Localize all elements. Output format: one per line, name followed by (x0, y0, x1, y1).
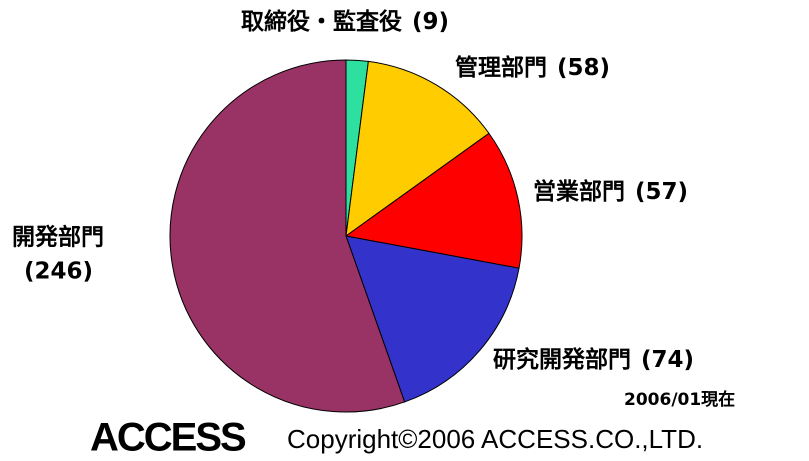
logo: ACCESS (90, 416, 246, 460)
pie-slice (169, 59, 406, 413)
category-name: 営業部門 (533, 178, 625, 205)
slice-label: 営業部門 (57) (533, 178, 688, 205)
slice-label: 取締役・監査役 (9) (241, 8, 449, 35)
pie-slice (345, 60, 490, 238)
value-label: (74) (641, 347, 694, 373)
slice-label: 管理部門 (58) (455, 54, 610, 81)
value-label: (58) (557, 55, 610, 81)
category-name: 研究開発部門 (493, 346, 631, 373)
pie-slice (344, 132, 523, 269)
annotation: 2006/01現在 (624, 389, 735, 410)
category-name: 開発部門 (12, 224, 104, 251)
value-label: (9) (412, 9, 449, 35)
category-name: 管理部門 (455, 54, 547, 81)
value-label: (246) (24, 259, 93, 285)
footer: Copyright©2006 ACCESS.CO.,LTD. (287, 424, 703, 454)
category-name: 取締役・監査役 (241, 8, 402, 35)
value-label: (57) (635, 179, 688, 205)
pie-slice (345, 235, 520, 403)
slice-label: 研究開発部門 (74) (493, 346, 694, 373)
